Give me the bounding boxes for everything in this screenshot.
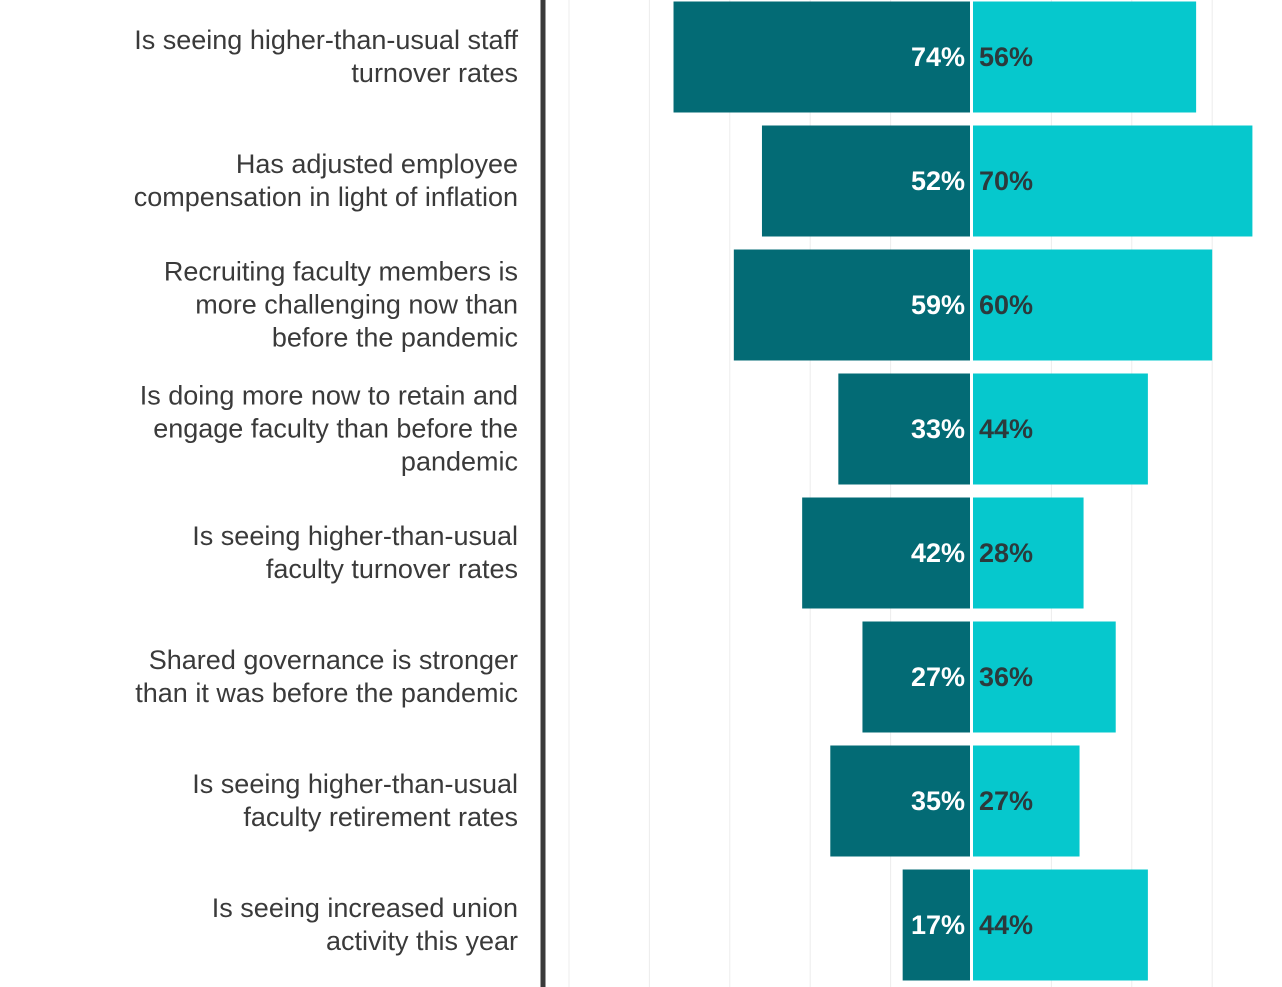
category-label: Recruiting faculty members is more challe…	[163, 256, 518, 353]
data-label-left: 74%	[911, 42, 965, 72]
bar-left	[673, 1, 970, 113]
category-label: Is seeing higher-than-usual staff turnove…	[134, 25, 518, 88]
data-label-right: 36%	[979, 662, 1033, 692]
bar-left	[733, 249, 970, 361]
data-label-right: 27%	[979, 786, 1033, 816]
data-label-right: 44%	[979, 910, 1033, 940]
category-label: Is seeing higher-than-usual faculty turno…	[192, 521, 518, 584]
category-label: Shared governance is stronger than it was…	[135, 645, 518, 708]
data-label-left: 17%	[911, 910, 965, 940]
data-label-left: 33%	[911, 414, 965, 444]
data-label-left: 42%	[911, 538, 965, 568]
category-label: Is seeing higher-than-usual faculty retir…	[192, 769, 518, 832]
data-label-left: 35%	[911, 786, 965, 816]
category-label: Is doing more now to retain and engage fa…	[139, 380, 518, 477]
bar-right	[973, 497, 1084, 609]
data-label-left: 52%	[911, 166, 965, 196]
bar-left	[838, 373, 970, 485]
data-label-right: 56%	[979, 42, 1033, 72]
bar-left	[761, 125, 970, 237]
data-label-right: 28%	[979, 538, 1033, 568]
bar-right	[973, 373, 1148, 485]
bar-right	[973, 745, 1080, 857]
bar-right	[973, 621, 1116, 733]
bar-left	[862, 621, 970, 733]
bar-left	[902, 869, 970, 981]
data-label-right: 44%	[979, 414, 1033, 444]
bar-right	[973, 125, 1253, 237]
data-label-right: 60%	[979, 290, 1033, 320]
category-label: Has adjusted employee compensation in lig…	[133, 149, 518, 212]
category-label: Is seeing increased union activity this y…	[211, 893, 518, 956]
bar-right	[973, 869, 1148, 981]
bar-right	[973, 249, 1213, 361]
bar-left	[802, 497, 970, 609]
data-label-right: 70%	[979, 166, 1033, 196]
bar-right	[973, 1, 1197, 113]
data-label-left: 27%	[911, 662, 965, 692]
data-label-left: 59%	[911, 290, 965, 320]
bar-left	[830, 745, 970, 857]
